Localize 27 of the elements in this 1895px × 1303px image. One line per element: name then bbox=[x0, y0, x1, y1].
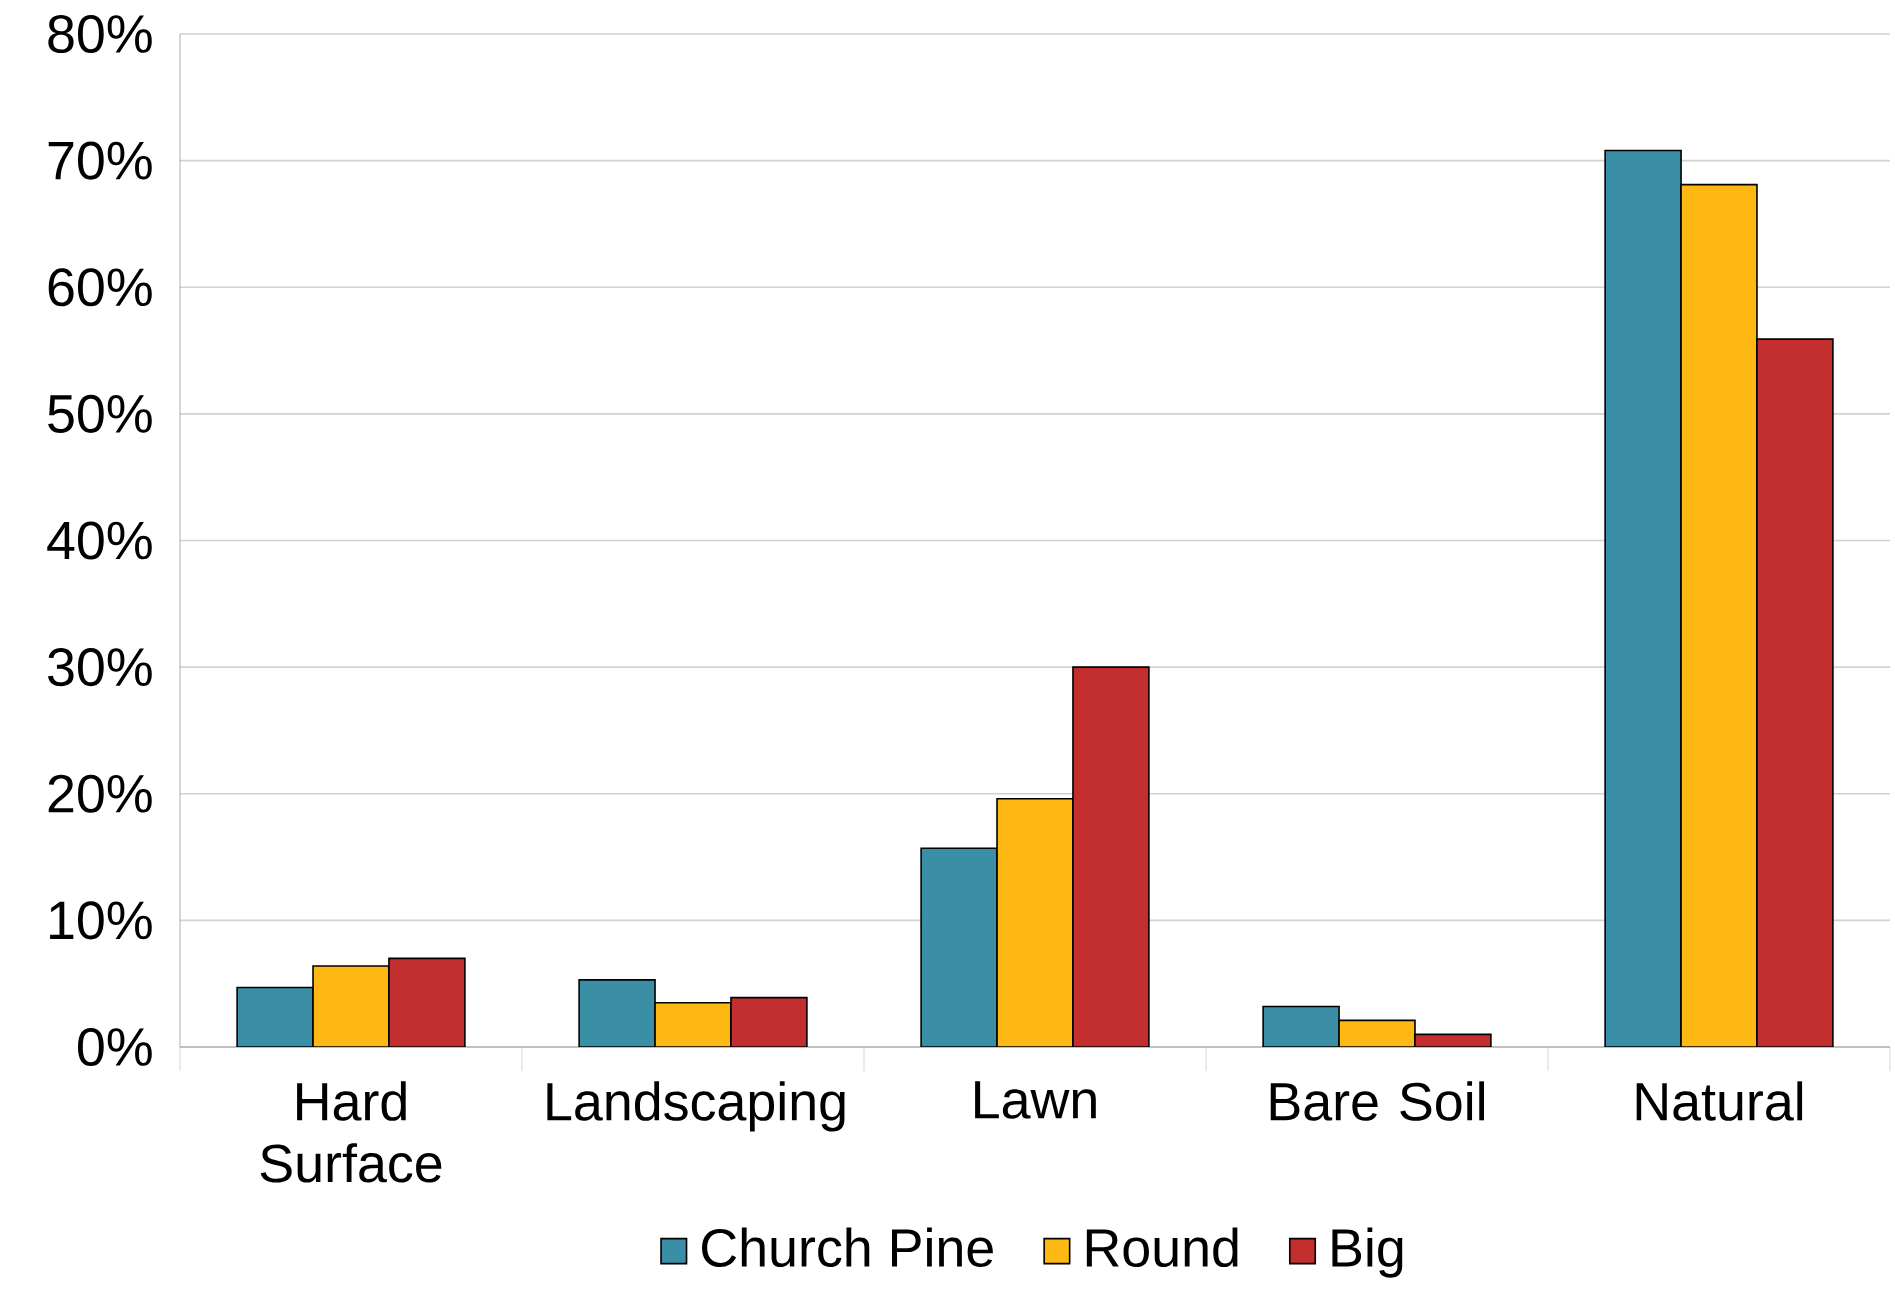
y-tick-label: 30% bbox=[48, 648, 152, 687]
y-tick-label: 10% bbox=[50, 901, 152, 940]
x-tick-label: Landscaping bbox=[547, 1081, 845, 1132]
bar bbox=[1680, 183, 1758, 1047]
x-tick-label: Lawn bbox=[975, 1081, 1096, 1119]
bar bbox=[236, 986, 314, 1047]
y-tick-label: 80% bbox=[48, 14, 152, 54]
bar bbox=[996, 798, 1074, 1047]
y-tick-label: 20% bbox=[48, 774, 152, 813]
bar bbox=[578, 979, 656, 1047]
bar bbox=[312, 965, 390, 1047]
y-tick-label: 50% bbox=[48, 394, 152, 433]
bar bbox=[1338, 1019, 1416, 1047]
legend-label: Church Pine bbox=[702, 1227, 993, 1268]
legend-label: Round bbox=[1086, 1227, 1238, 1268]
x-tick-label: Bare Soil bbox=[1270, 1081, 1484, 1121]
x-tick-label: Natural bbox=[1636, 1081, 1803, 1121]
x-tick-label: Hard Surface bbox=[260, 1081, 442, 1183]
y-tick-label: 40% bbox=[47, 521, 152, 560]
bar bbox=[1604, 149, 1682, 1047]
y-tick-label: 0% bbox=[78, 1027, 152, 1067]
y-tick-label: 70% bbox=[48, 141, 152, 180]
bar bbox=[920, 847, 998, 1047]
bar bbox=[1262, 1005, 1340, 1047]
legend-label: Big bbox=[1332, 1227, 1403, 1278]
bar bbox=[654, 1001, 732, 1047]
y-tick-label: 60% bbox=[48, 268, 152, 307]
